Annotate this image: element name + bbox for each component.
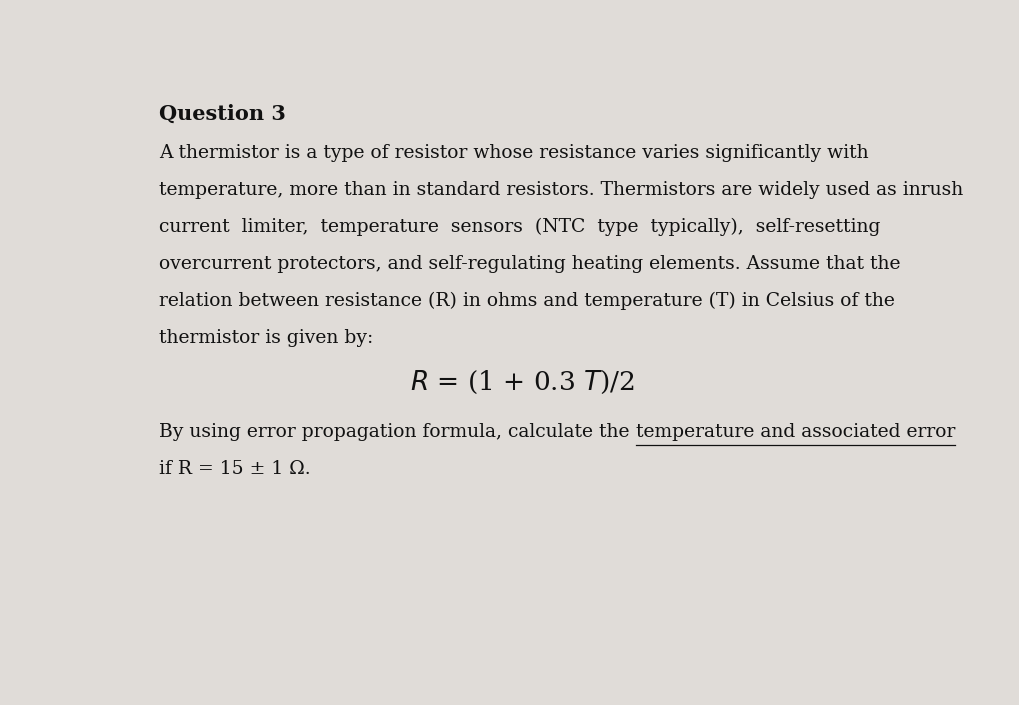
Text: temperature and associated error: temperature and associated error [635,423,954,441]
Text: thermistor is given by:: thermistor is given by: [159,329,373,347]
Text: if R = 15 ± 1 Ω.: if R = 15 ± 1 Ω. [159,460,311,478]
Text: relation between resistance (R) in ohms and temperature (T) in Celsius of the: relation between resistance (R) in ohms … [159,292,894,310]
Text: overcurrent protectors, and self-regulating heating elements. Assume that the: overcurrent protectors, and self-regulat… [159,255,900,273]
Text: By using error propagation formula, calculate the: By using error propagation formula, calc… [159,423,635,441]
Text: current  limiter,  temperature  sensors  (NTC  type  typically),  self-resetting: current limiter, temperature sensors (NT… [159,218,879,236]
Text: temperature, more than in standard resistors. Thermistors are widely used as inr: temperature, more than in standard resis… [159,181,962,200]
Text: A thermistor is a type of resistor whose resistance varies significantly with: A thermistor is a type of resistor whose… [159,145,868,162]
Text: Question 3: Question 3 [159,104,285,123]
Text: $\it{R}$ = (1 + 0.3 $\it{T}$)/2: $\it{R}$ = (1 + 0.3 $\it{T}$)/2 [410,369,635,396]
